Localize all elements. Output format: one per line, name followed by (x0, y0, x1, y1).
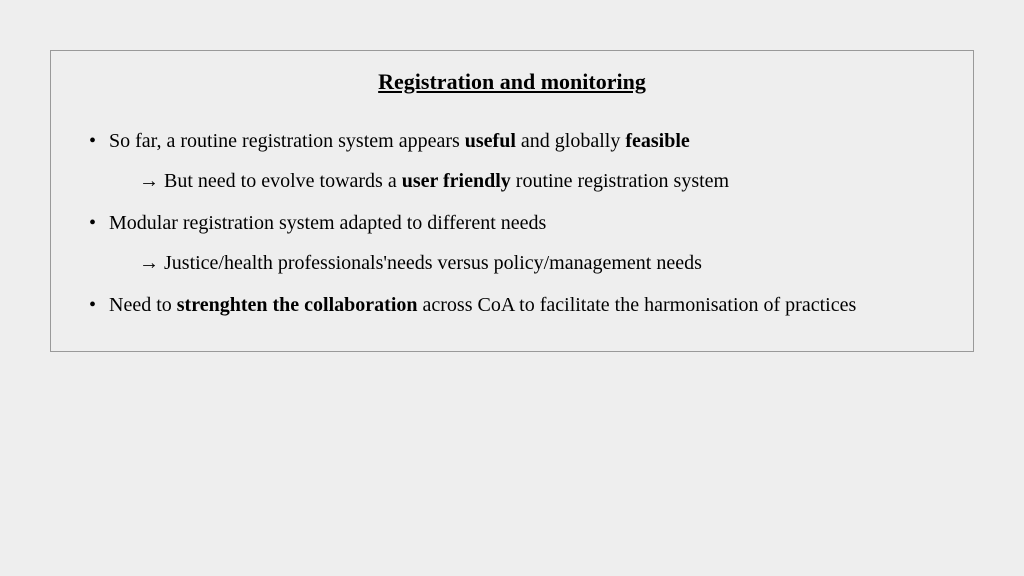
arrow-icon: → (139, 170, 159, 192)
bullet-text: Modular registration system adapted to d… (109, 203, 945, 243)
content-box: Registration and monitoring So far, a ro… (50, 50, 974, 352)
slide-title: Registration and monitoring (79, 69, 945, 95)
bullet-text: Need to strenghten the collaboration acr… (109, 285, 945, 325)
bullet-list: So far, a routine registration system ap… (79, 121, 945, 325)
bullet-sub: → Justice/health professionals'needs ver… (109, 243, 945, 283)
bullet-item: Modular registration system adapted to d… (87, 203, 945, 283)
bullet-sub: → But need to evolve towards a user frie… (109, 161, 945, 201)
bullet-item: So far, a routine registration system ap… (87, 121, 945, 201)
arrow-icon: → (139, 252, 159, 274)
bullet-item: Need to strenghten the collaboration acr… (87, 285, 945, 325)
bullet-text: So far, a routine registration system ap… (109, 121, 945, 161)
